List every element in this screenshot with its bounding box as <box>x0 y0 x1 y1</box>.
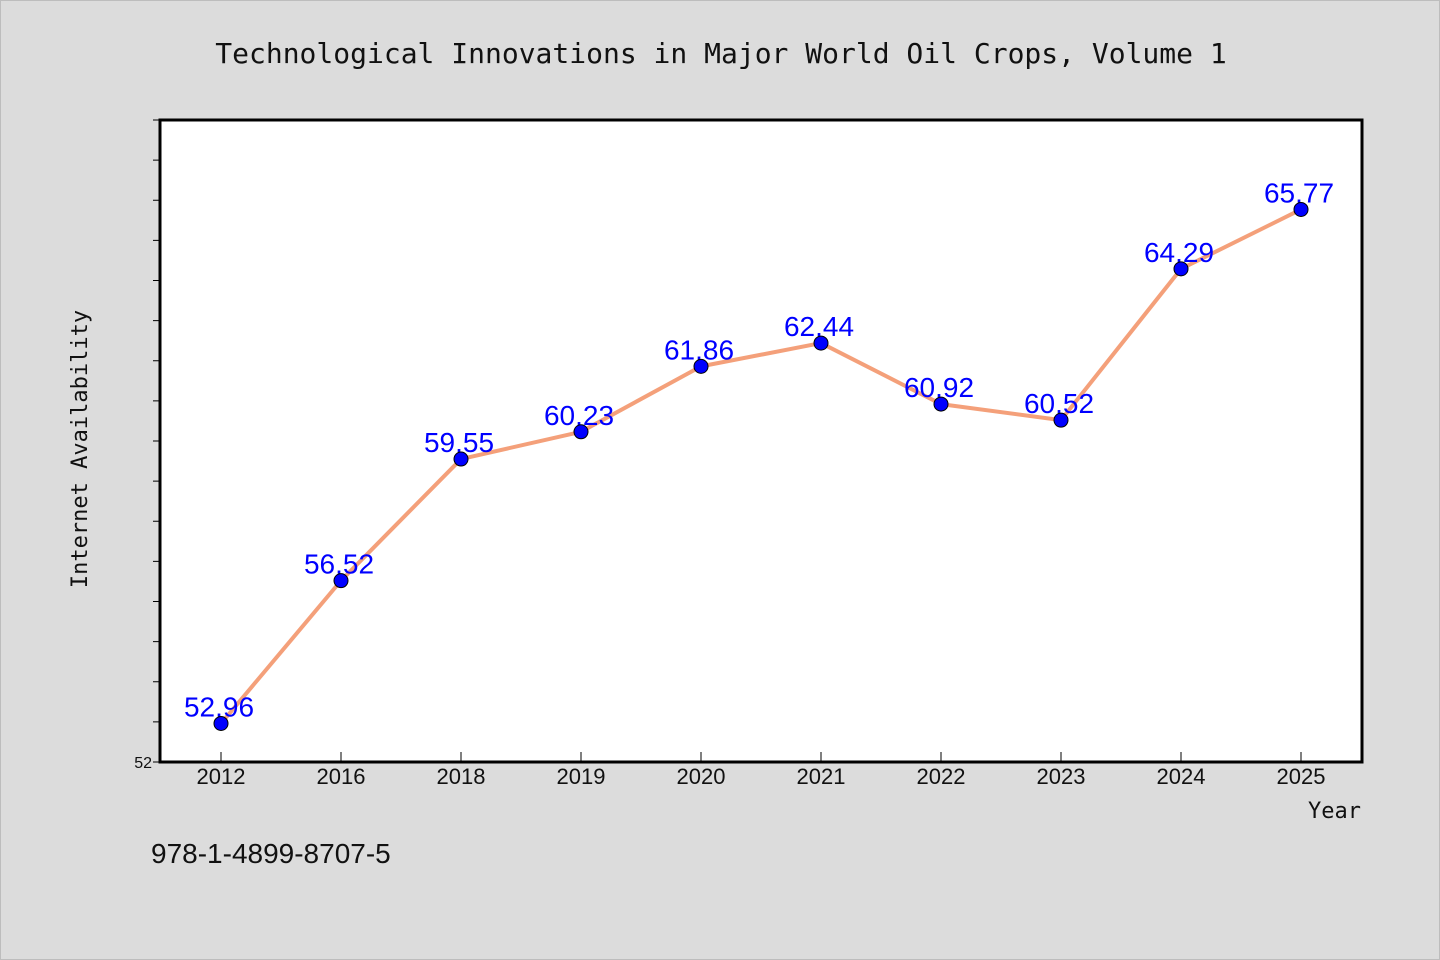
series-line <box>219 207 1303 726</box>
plot-area <box>160 120 1362 762</box>
x-tick-label: 2024 <box>1157 764 1206 789</box>
y-axis-ticks: 52 <box>134 119 160 772</box>
chart-title: Technological Innovations in Major World… <box>215 37 1226 70</box>
data-point <box>333 573 349 589</box>
data-point <box>573 424 589 440</box>
x-tick-label: 2023 <box>1037 764 1086 789</box>
x-axis-ticks: 2012 2016 2018 2019 2020 2021 2022 2023 2024 2025 <box>197 752 1326 789</box>
x-tick-label: 2018 <box>437 764 486 789</box>
x-tick-label: 2019 <box>557 764 606 789</box>
plot-border <box>158 118 1364 764</box>
x-tick-label: 2012 <box>197 764 246 789</box>
x-axis-label: Year <box>1308 799 1361 824</box>
x-tick-label: 2022 <box>917 764 966 789</box>
data-point <box>693 358 709 374</box>
isbn-text: 978-1-4899-8707-5 <box>151 838 391 869</box>
x-tick-label: 2016 <box>317 764 366 789</box>
x-tick-label: 2020 <box>677 764 726 789</box>
data-point <box>813 335 829 351</box>
data-point <box>1293 201 1309 217</box>
y-axis-label: Internet Availability <box>68 310 93 588</box>
data-point <box>933 396 949 412</box>
y-tick-label: 52 <box>134 755 152 772</box>
series-layer: 52.9656.5259.5560.2361.8662.4460.9260.52… <box>184 177 1334 731</box>
x-tick-label: 2021 <box>797 764 846 789</box>
x-tick-label: 2025 <box>1277 764 1326 789</box>
data-point <box>453 451 469 467</box>
data-point <box>1173 261 1189 277</box>
data-point <box>1053 412 1069 428</box>
data-point <box>213 715 229 731</box>
